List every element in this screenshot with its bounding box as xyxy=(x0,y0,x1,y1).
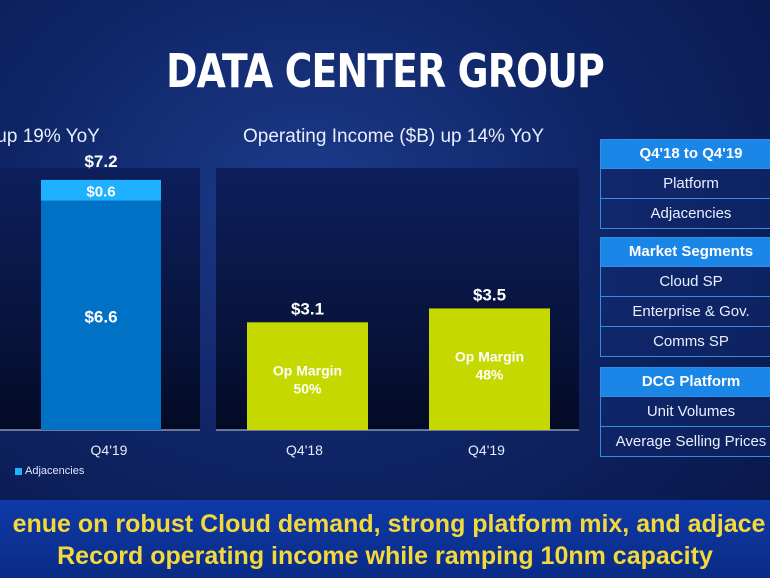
sidebar-row-adjacencies: Adjacencies xyxy=(601,198,770,228)
sidebar-row-platform: Platform xyxy=(601,168,770,198)
sidebar-row-enterprise-gov: Enterprise & Gov. xyxy=(601,296,770,326)
revenue-chart-title: B) up 19% YoY xyxy=(0,126,100,147)
slide-title: DATA CENTER GROUP xyxy=(166,44,605,98)
annotation-op-margin-label: Op Margin xyxy=(273,362,342,378)
sidebar-group-market-segments: Market Segments Cloud SP Enterprise & Go… xyxy=(600,237,770,357)
data-label-op-income-q4-19: $3.5 xyxy=(473,285,506,304)
chart-legend: Adjacencies xyxy=(15,465,84,477)
annotation-op-margin-label: Op Margin xyxy=(455,348,524,364)
banner-line-2: Record operating income while ramping 10… xyxy=(57,542,713,570)
bar-platform-q4-19 xyxy=(41,200,161,430)
sidebar-group-q4-comparison: Q4'18 to Q4'19 Platform Adjacencies xyxy=(600,139,770,229)
sidebar-group-header: Q4'18 to Q4'19 xyxy=(601,140,770,168)
sidebar-row-comms-sp: Comms SP xyxy=(601,326,770,356)
legend-swatch-adjacencies xyxy=(15,467,22,475)
annotation-op-margin-value: 48% xyxy=(475,366,504,382)
sidebar-row-average-selling-prices: Average Selling Prices xyxy=(601,426,770,456)
bar-op-income-q4-19 xyxy=(429,308,550,430)
operating-income-chart-title: Operating Income ($B) up 14% YoY xyxy=(243,126,545,147)
sidebar-row-cloud-sp: Cloud SP xyxy=(601,266,770,296)
data-label-platform: $6.6 xyxy=(84,307,117,326)
data-label-op-income-q4-18: $3.1 xyxy=(291,299,324,318)
banner-line-1: enue on robust Cloud demand, strong plat… xyxy=(12,510,766,538)
data-label-adjacencies: $0.6 xyxy=(86,183,115,200)
bar-adjacencies-q4-19 xyxy=(41,179,161,201)
annotation-op-margin-value: 50% xyxy=(293,380,322,396)
sidebar-group-header: DCG Platform xyxy=(601,368,770,396)
data-label-total: $7.2 xyxy=(84,152,117,171)
sidebar-group-header: Market Segments xyxy=(601,238,770,266)
sidebar-row-unit-volumes: Unit Volumes xyxy=(601,396,770,426)
x-tick-label-q4-18: Q4'18 xyxy=(286,442,323,458)
bar-op-income-q4-18 xyxy=(247,322,368,430)
legend-label-adjacencies: Adjacencies xyxy=(25,465,85,477)
summary-banner: enue on robust Cloud demand, strong plat… xyxy=(0,500,770,578)
x-tick-label-q4-19: Q4'19 xyxy=(468,442,505,458)
x-tick-label-q4-19: Q4'19 xyxy=(91,442,128,458)
sidebar-group-dcg-platform: DCG Platform Unit Volumes Average Sellin… xyxy=(600,367,770,457)
